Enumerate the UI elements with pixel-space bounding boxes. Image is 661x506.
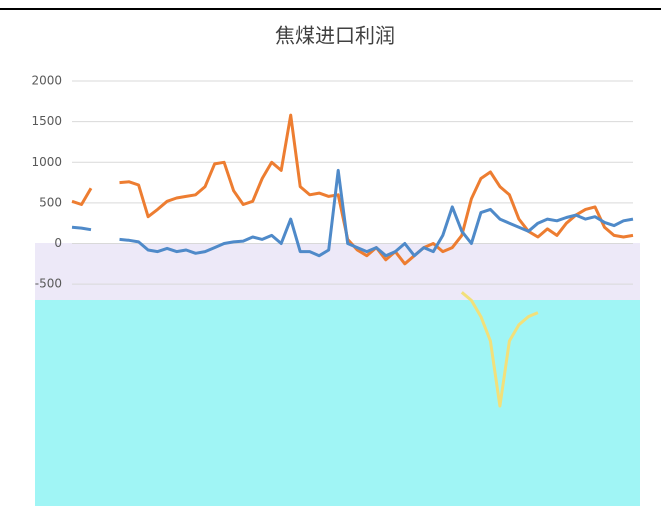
y-tick-label: 1500 — [31, 114, 62, 128]
glitch-band — [35, 243, 640, 300]
y-tick-label: 500 — [39, 195, 62, 209]
y-tick-label: 2000 — [31, 74, 62, 88]
y-tick-label: 0 — [54, 236, 62, 250]
y-tick-label: -500 — [35, 277, 62, 291]
glitch-area — [35, 300, 640, 506]
y-tick-label: 1000 — [31, 155, 62, 169]
series-line — [460, 291, 539, 408]
series-line — [71, 113, 634, 266]
series-line — [71, 168, 634, 258]
chart-title: 焦煤进口利润 — [275, 24, 395, 48]
